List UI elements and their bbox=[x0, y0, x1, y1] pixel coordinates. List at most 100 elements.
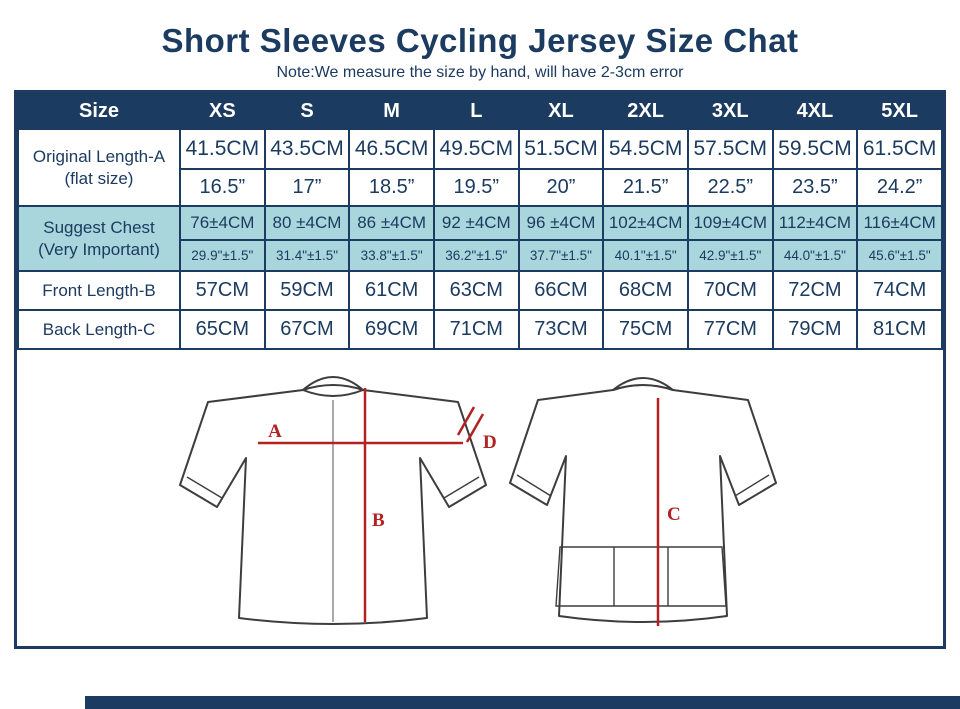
footer-bar bbox=[85, 696, 960, 709]
size-cell: 109±4CM bbox=[686, 205, 774, 241]
front-jersey-illustration bbox=[179, 376, 487, 625]
column-header-size: Size bbox=[17, 93, 181, 130]
size-cell: 29.9"±1.5" bbox=[179, 239, 266, 272]
size-cell: 76±4CM bbox=[179, 205, 266, 241]
size-cell: 31.4"±1.5" bbox=[263, 239, 351, 272]
back-jersey-illustration bbox=[509, 377, 777, 623]
table-row: 29.9"±1.5" 31.4"±1.5" 33.8"±1.5" 36.2"±1… bbox=[18, 239, 943, 272]
size-cell: 96 ±4CM bbox=[517, 205, 605, 241]
size-cell: 59.5CM bbox=[771, 128, 859, 170]
back-right-cuff bbox=[734, 474, 770, 497]
size-cell: 54.5CM bbox=[602, 128, 689, 170]
header-row: Size XS S M L XL 2XL 3XL 4XL 5XL bbox=[17, 93, 943, 130]
size-cell: 70CM bbox=[686, 270, 774, 311]
size-cell: 72CM bbox=[771, 270, 859, 311]
row-label-line: Original Length-A bbox=[32, 147, 166, 167]
row-label-suggest-chest: Suggest Chest (Very Important) bbox=[17, 205, 181, 272]
size-cell: 33.8"±1.5" bbox=[348, 239, 435, 272]
front-jersey-collar bbox=[302, 376, 364, 391]
table-row: Original Length-A (flat size) 41.5CM 43.… bbox=[17, 128, 943, 207]
back-left-cuff bbox=[516, 474, 552, 497]
size-cell: 17” bbox=[263, 168, 351, 207]
size-cell: 57CM bbox=[179, 270, 266, 311]
size-cell: 23.5” bbox=[771, 168, 859, 207]
size-cell: 79CM bbox=[771, 309, 859, 350]
chart-frame: Size XS S M L XL 2XL 3XL 4XL 5XL Origina… bbox=[14, 90, 946, 649]
size-cell: 43.5CM bbox=[263, 128, 351, 170]
size-cell: 112±4CM bbox=[771, 205, 859, 241]
measurement-label-a: A bbox=[268, 421, 282, 442]
size-cell: 37.7"±1.5" bbox=[517, 239, 605, 272]
row-label-line: Suggest Chest bbox=[43, 218, 155, 238]
column-header: M bbox=[348, 93, 435, 130]
size-cell: 75CM bbox=[602, 309, 689, 350]
column-header: XS bbox=[179, 93, 266, 130]
size-cell: 86 ±4CM bbox=[348, 205, 435, 241]
size-cell: 77CM bbox=[686, 309, 774, 350]
size-cell: 18.5” bbox=[348, 168, 435, 207]
size-cell: 24.2” bbox=[856, 168, 943, 207]
size-cell: 71CM bbox=[432, 309, 520, 350]
row-label-back-length: Back Length-C bbox=[17, 309, 181, 350]
size-cell: 102±4CM bbox=[602, 205, 689, 241]
table-row: Suggest Chest (Very Important) 76±4CM 80… bbox=[17, 205, 943, 272]
table-row: 16.5” 17” 18.5” 19.5” 20” 21.5” 22.5” 23… bbox=[18, 168, 943, 207]
size-cell: 66CM bbox=[517, 270, 605, 311]
size-cell: 49.5CM bbox=[432, 128, 520, 170]
table-row: Back Length-C 65CM 67CM 69CM 71CM 73CM 7… bbox=[17, 309, 943, 350]
size-cell: 57.5CM bbox=[686, 128, 774, 170]
row-label-line: Back Length-C bbox=[42, 319, 156, 339]
size-cell: 69CM bbox=[348, 309, 435, 350]
size-cell: 19.5” bbox=[432, 168, 520, 207]
size-cell: 116±4CM bbox=[856, 205, 943, 241]
column-header: 4XL bbox=[771, 93, 859, 130]
size-cell: 68CM bbox=[602, 270, 689, 311]
size-cell: 20” bbox=[517, 168, 605, 207]
size-cell: 80 ±4CM bbox=[263, 205, 351, 241]
jersey-measurement-diagram: A B D C bbox=[17, 350, 943, 646]
measurement-label-d: D bbox=[483, 432, 497, 453]
size-cell: 41.5CM bbox=[179, 128, 266, 170]
measurement-label-c: C bbox=[667, 504, 681, 525]
size-cell: 45.6"±1.5" bbox=[856, 239, 943, 272]
row-label-line: (flat size) bbox=[64, 168, 134, 188]
back-jersey-collar bbox=[612, 377, 674, 391]
measurement-tick-d bbox=[456, 406, 476, 436]
page-title: Short Sleeves Cycling Jersey Size Chat bbox=[161, 22, 799, 59]
front-left-cuff bbox=[186, 476, 223, 499]
size-cell: 92 ±4CM bbox=[432, 205, 520, 241]
column-header: 3XL bbox=[686, 93, 774, 130]
size-cell: 21.5” bbox=[602, 168, 689, 207]
size-cell: 73CM bbox=[517, 309, 605, 350]
size-cell: 81CM bbox=[856, 309, 943, 350]
row-label-line: (Very Important) bbox=[38, 239, 160, 259]
size-cell: 46.5CM bbox=[348, 128, 435, 170]
back-jersey-body bbox=[509, 384, 777, 623]
size-cell: 16.5” bbox=[179, 168, 266, 207]
size-cell: 65CM bbox=[179, 309, 266, 350]
size-cell: 63CM bbox=[432, 270, 520, 311]
size-chart-page: Short Sleeves Cycling Jersey Size Chat N… bbox=[0, 22, 960, 709]
measurement-tick-d bbox=[465, 413, 485, 443]
size-cell: 44.0"±1.5" bbox=[771, 239, 859, 272]
size-cell: 67CM bbox=[263, 309, 351, 350]
size-table: Size XS S M L XL 2XL 3XL 4XL 5XL Origina… bbox=[17, 93, 943, 350]
size-cell: 51.5CM bbox=[517, 128, 605, 170]
size-cell: 61.5CM bbox=[856, 128, 943, 170]
jersey-diagram-svg: A B D C bbox=[179, 376, 777, 626]
size-cell: 61CM bbox=[348, 270, 435, 311]
size-cell: 22.5” bbox=[686, 168, 774, 207]
note-text: Note:We measure the size by hand, will h… bbox=[276, 64, 684, 81]
column-header: 2XL bbox=[602, 93, 689, 130]
column-header: L bbox=[432, 93, 520, 130]
size-cell: 40.1"±1.5" bbox=[602, 239, 689, 272]
front-right-cuff bbox=[443, 476, 480, 499]
size-cell: 74CM bbox=[856, 270, 943, 311]
column-header: 5XL bbox=[856, 93, 943, 130]
column-header: S bbox=[263, 93, 351, 130]
measurement-label-b: B bbox=[372, 510, 385, 531]
size-cell: 59CM bbox=[263, 270, 351, 311]
row-label-line: Front Length-B bbox=[42, 280, 156, 300]
row-label-original-length: Original Length-A (flat size) bbox=[17, 128, 181, 207]
size-cell: 36.2"±1.5" bbox=[432, 239, 520, 272]
